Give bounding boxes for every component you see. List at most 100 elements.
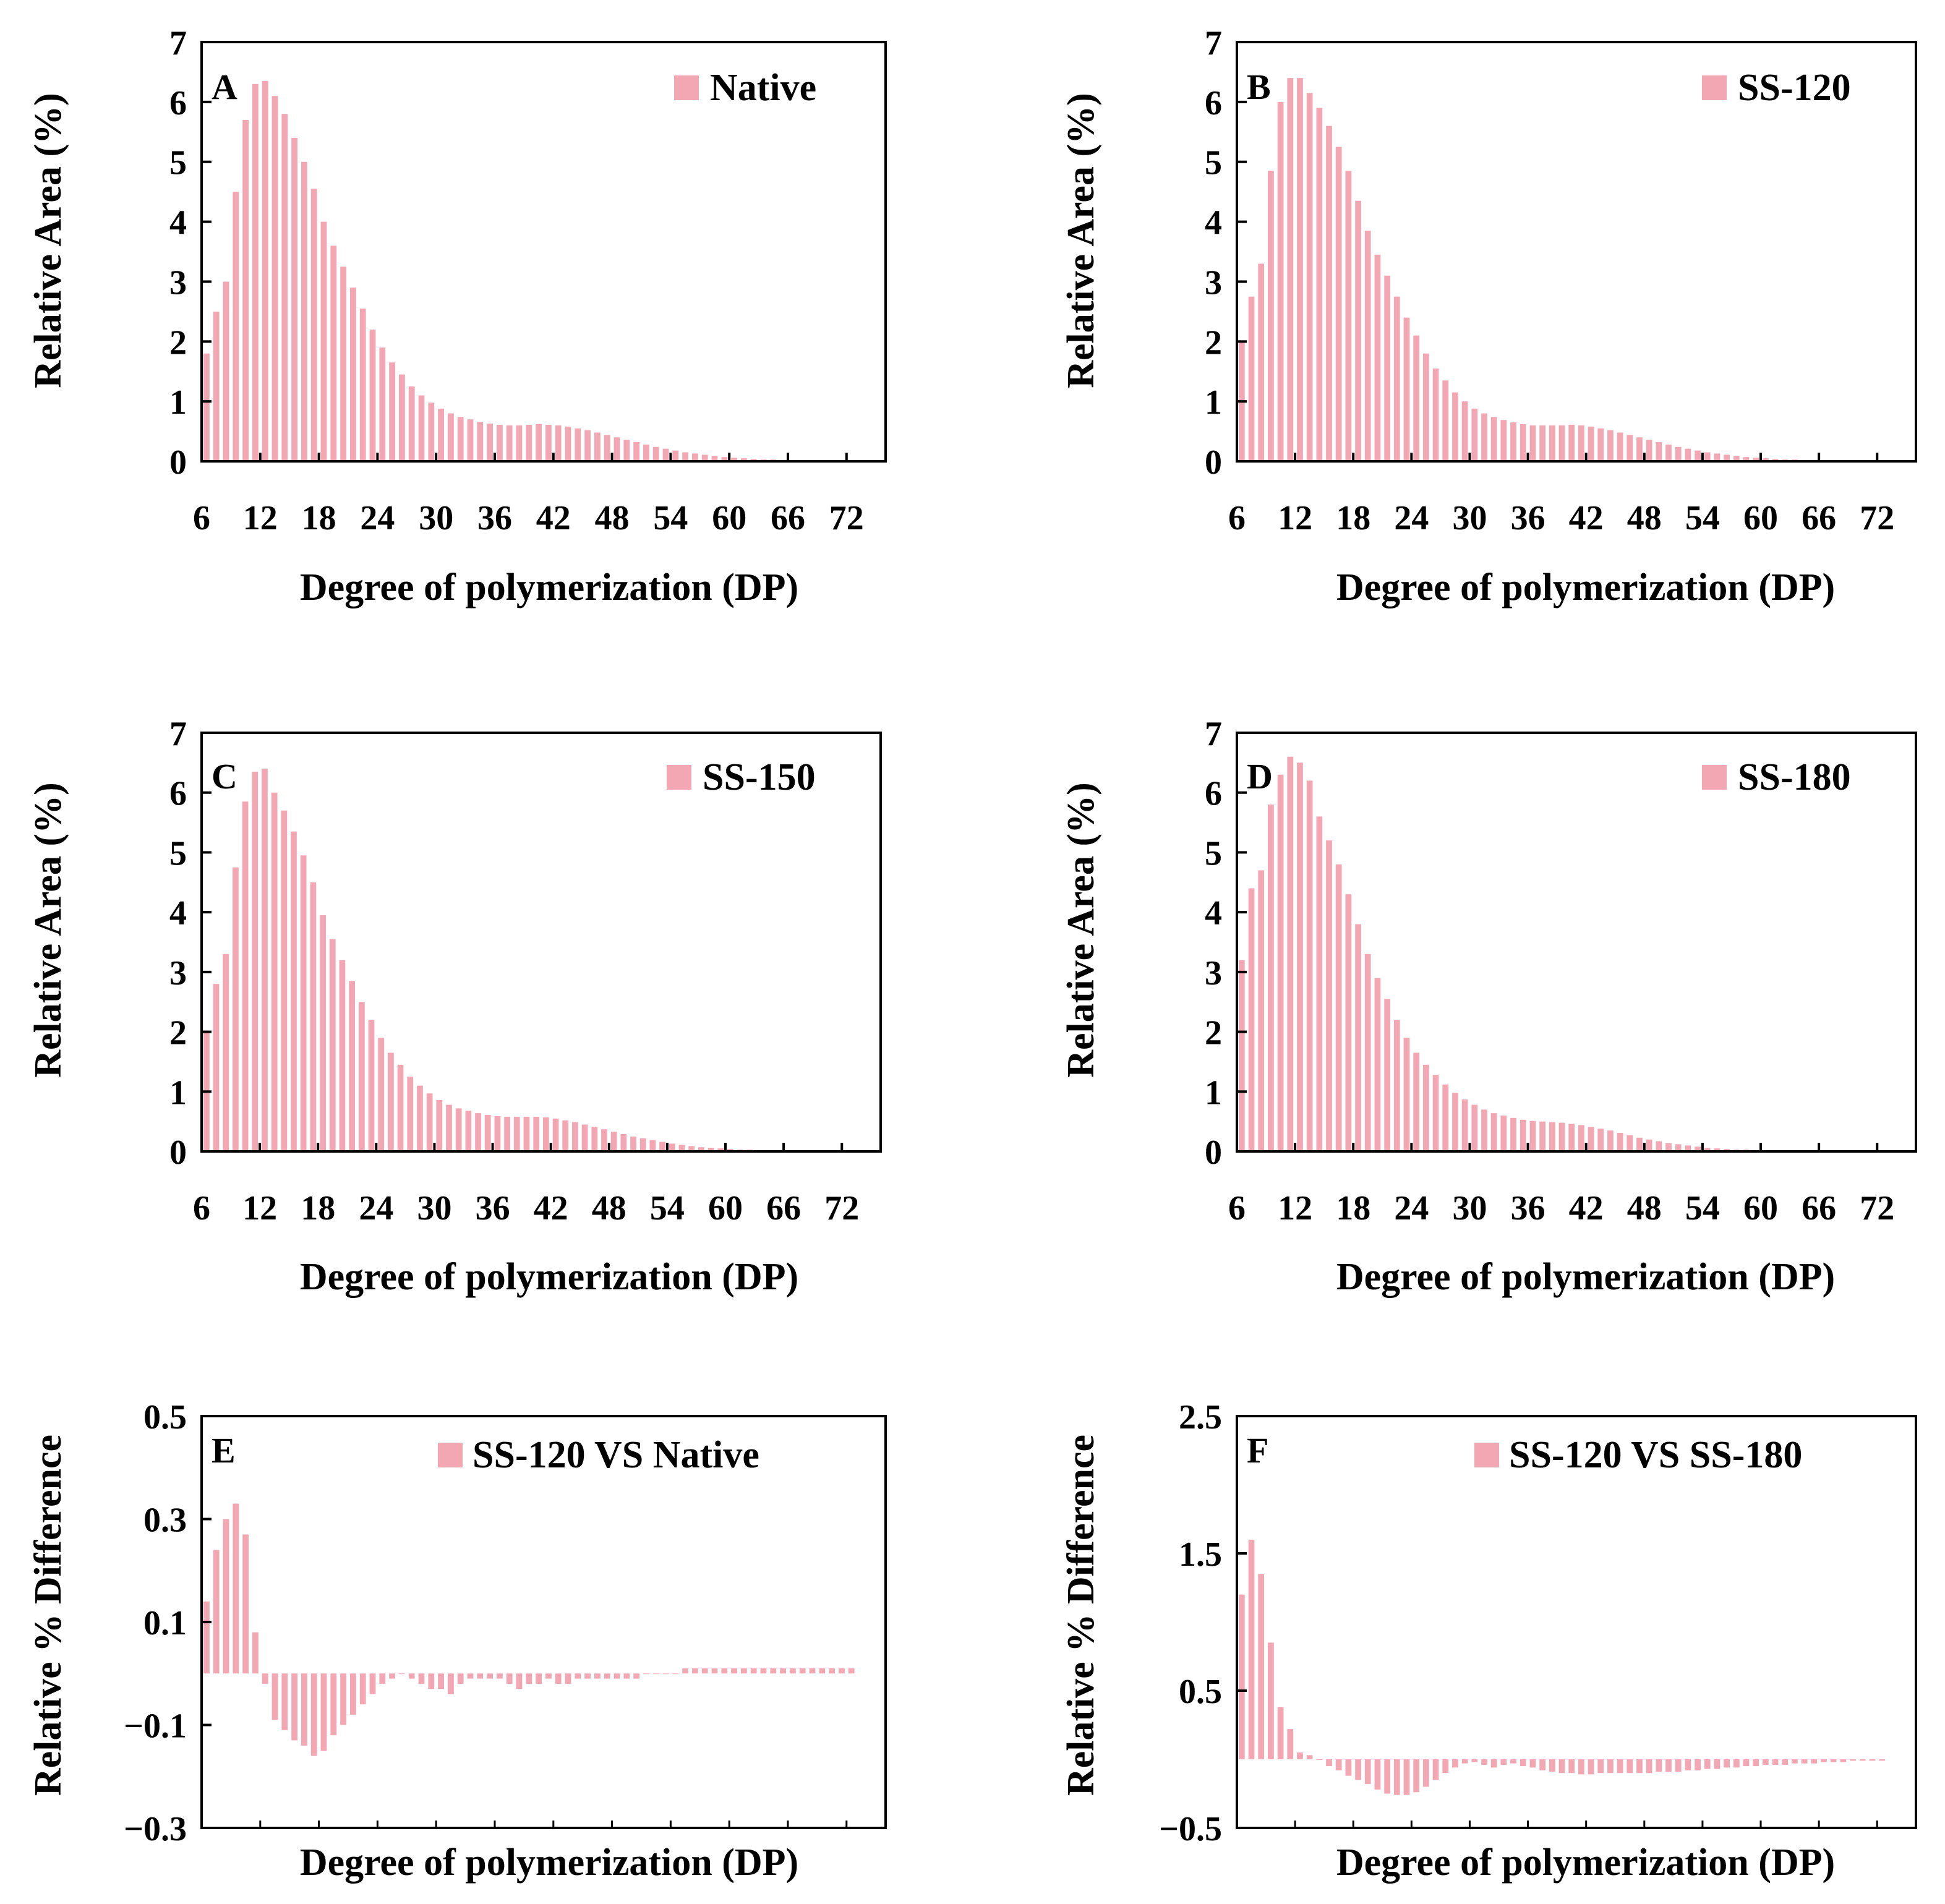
bar-a-dp-30 [438, 408, 444, 461]
bar-f-dp-48 [1646, 1759, 1652, 1774]
bar-a-dp-55 [682, 452, 688, 461]
bar-a-dp-41 [545, 424, 552, 461]
bar-a-dp-57 [701, 455, 708, 461]
bar-b-dp-34 [1510, 422, 1516, 461]
x-tick-label-a: 60 [712, 499, 746, 537]
bar-f-dp-14 [1316, 1759, 1323, 1760]
bar-e-dp-11 [252, 1632, 259, 1674]
bar-b-dp-57 [1733, 456, 1740, 461]
bar-f-dp-25 [1423, 1759, 1429, 1787]
panel-b-legend-label: SS-120 [1738, 67, 1851, 109]
bar-e-dp-58 [711, 1668, 718, 1674]
x-tick-label-c: 24 [359, 1189, 393, 1227]
bar-e-dp-44 [575, 1673, 581, 1679]
bar-f-dp-64 [1801, 1759, 1808, 1764]
bar-a-dp-37 [506, 425, 513, 461]
bar-a-dp-28 [418, 395, 425, 461]
bar-d-dp-43 [1597, 1129, 1604, 1151]
bar-e-dp-65 [780, 1668, 786, 1674]
x-tick-label-d: 6 [1228, 1189, 1246, 1227]
bar-e-dp-22 [359, 1673, 366, 1705]
bar-e-dp-52 [652, 1673, 659, 1675]
bar-a-dp-60 [731, 458, 737, 461]
y-tick-label-f: −0.5 [1159, 1810, 1222, 1848]
bar-f-dp-30 [1471, 1759, 1478, 1762]
bar-c-dp-20 [339, 960, 346, 1151]
bar-f-dp-27 [1442, 1759, 1449, 1774]
bar-b-dp-43 [1597, 428, 1604, 461]
bar-d-dp-33 [1500, 1115, 1507, 1151]
bar-e-dp-23 [369, 1673, 376, 1694]
x-tick-label-c: 36 [476, 1189, 510, 1227]
bar-d-dp-6 [1238, 960, 1245, 1151]
bar-f-dp-69 [1850, 1759, 1856, 1761]
bar-a-dp-9 [233, 192, 239, 461]
panel-a-letter: A [212, 67, 237, 107]
panel-b-legend-swatch [1702, 75, 1727, 100]
bar-c-dp-13 [271, 792, 278, 1151]
bar-c-dp-30 [436, 1099, 443, 1151]
x-tick-label-b: 36 [1511, 499, 1545, 537]
bar-b-dp-33 [1500, 420, 1507, 461]
bar-b-dp-35 [1520, 424, 1526, 461]
x-tick-label-c: 54 [650, 1189, 685, 1227]
bar-d-dp-17 [1345, 894, 1352, 1151]
x-tick-label-b: 12 [1278, 499, 1312, 537]
bar-d-dp-51 [1675, 1144, 1682, 1151]
bar-f-dp-67 [1830, 1759, 1837, 1762]
bar-b-dp-12 [1297, 78, 1303, 462]
bar-a-dp-52 [652, 446, 659, 461]
bar-f-dp-13 [1306, 1755, 1313, 1759]
panel-c-legend-swatch [667, 765, 691, 790]
bar-e-dp-53 [662, 1673, 669, 1675]
bar-e-dp-9 [233, 1503, 239, 1674]
bar-f-dp-6 [1238, 1594, 1245, 1759]
bar-b-dp-47 [1636, 437, 1643, 461]
bar-b-dp-52 [1685, 448, 1691, 461]
bar-f-dp-45 [1617, 1759, 1623, 1774]
x-tick-label-c: 66 [766, 1189, 801, 1227]
bar-c-dp-38 [513, 1116, 520, 1151]
panel-a-y-axis-label: Relative Area (%) [27, 93, 69, 388]
bar-e-dp-43 [565, 1673, 571, 1684]
bar-a-dp-17 [310, 189, 317, 461]
bar-f-dp-24 [1413, 1759, 1420, 1793]
bar-c-dp-57 [698, 1147, 704, 1151]
bar-f-dp-12 [1297, 1752, 1303, 1759]
y-tick-label-c: 2 [169, 1014, 187, 1052]
x-tick-label-d: 36 [1511, 1189, 1545, 1227]
bar-f-dp-23 [1403, 1759, 1410, 1795]
bar-f-dp-10 [1277, 1707, 1284, 1759]
bar-d-dp-46 [1627, 1135, 1633, 1151]
bar-a-dp-24 [379, 347, 386, 461]
x-tick-label-c: 30 [417, 1189, 451, 1227]
x-tick-label-c: 12 [242, 1189, 277, 1227]
bar-b-dp-45 [1617, 432, 1623, 461]
y-tick-label-b: 4 [1205, 204, 1222, 242]
bar-c-dp-46 [591, 1127, 598, 1151]
bar-f-dp-59 [1753, 1759, 1759, 1767]
bar-f-dp-18 [1355, 1759, 1361, 1780]
bar-a-dp-27 [408, 386, 415, 461]
bar-a-dp-46 [594, 432, 601, 461]
x-tick-label-a: 36 [477, 499, 512, 537]
bar-b-dp-18 [1355, 200, 1361, 461]
bar-f-dp-28 [1452, 1759, 1458, 1768]
bar-f-dp-31 [1481, 1759, 1487, 1765]
bar-b-dp-54 [1704, 452, 1711, 461]
bar-b-dp-60 [1763, 458, 1769, 461]
bar-d-dp-19 [1364, 954, 1371, 1151]
y-tick-label-b: 7 [1205, 24, 1222, 62]
bar-e-dp-42 [555, 1673, 562, 1684]
bar-a-dp-16 [301, 161, 307, 461]
bar-e-dp-34 [477, 1673, 484, 1679]
bar-e-dp-63 [760, 1668, 767, 1674]
bar-c-dp-14 [281, 810, 288, 1151]
bar-b-dp-37 [1539, 425, 1545, 461]
bar-b-dp-22 [1393, 296, 1400, 461]
bar-b-dp-24 [1413, 335, 1420, 461]
panel-c-x-axis-label: Degree of polymerization (DP) [300, 1256, 798, 1298]
bar-e-dp-71 [839, 1668, 845, 1674]
panel-c-y-axis-label: Relative Area (%) [27, 782, 69, 1077]
bar-d-dp-41 [1578, 1125, 1584, 1151]
